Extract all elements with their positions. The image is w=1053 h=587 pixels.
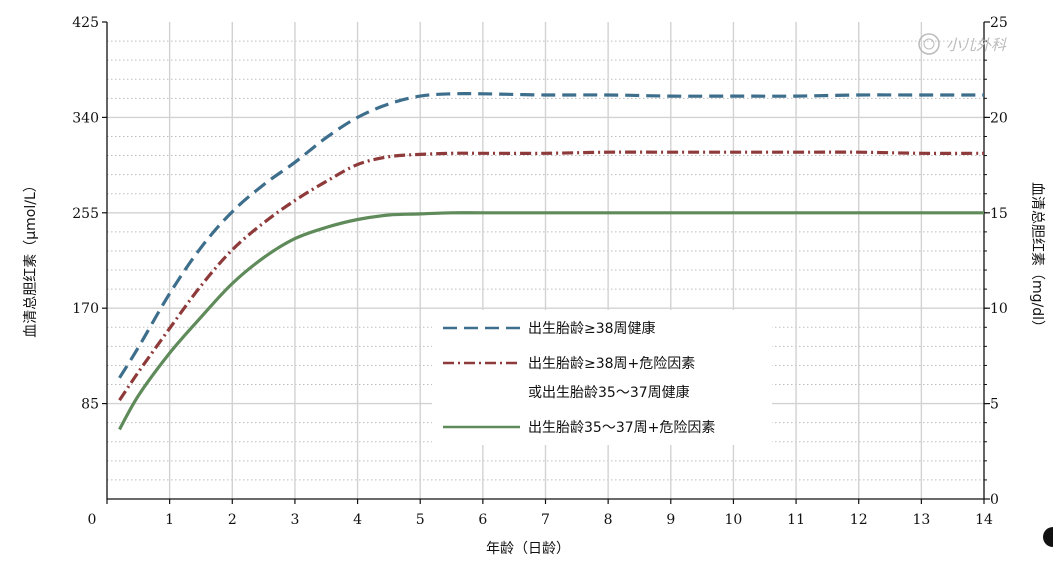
x-tick-label: 5 xyxy=(416,512,425,528)
series-line-2 xyxy=(118,150,985,402)
legend-label-series-1: 出生胎龄≥38周健康 xyxy=(528,320,656,337)
left-tick-label: 255 xyxy=(72,206,99,222)
watermark-logo-inner-icon xyxy=(923,38,935,50)
x-tick-label: 1 xyxy=(165,512,174,528)
left-tick-label: 85 xyxy=(81,397,99,413)
right-tick-label: 10 xyxy=(990,301,1008,317)
x-tick-label: 11 xyxy=(787,512,805,528)
right-tick-label: 0 xyxy=(990,492,999,508)
x-tick-label: 9 xyxy=(666,512,675,528)
x-tick-label: 8 xyxy=(604,512,613,528)
legend: 出生胎龄≥38周健康 出生胎龄≥38周+危险因素 或出生胎龄35～37周健康 出… xyxy=(432,310,772,445)
right-tick-label: 5 xyxy=(990,397,999,413)
x-tick-label: 10 xyxy=(725,512,743,528)
series-layer xyxy=(118,92,985,431)
left-tick-label: 340 xyxy=(72,110,99,126)
x-tick-label: 0 xyxy=(88,512,97,528)
right-tick-label: 15 xyxy=(990,206,1008,222)
y2-axis-title: 血清总胆红素（mg/dl） xyxy=(1029,182,1045,334)
x-tick-label: 2 xyxy=(228,512,237,528)
left-tick-label: 425 xyxy=(72,15,99,31)
x-tick-labels: 0 1 2 3 4 5 6 7 8 9 10 11 12 13 14 xyxy=(88,512,993,528)
legend-background xyxy=(432,310,772,445)
right-tick-label: 25 xyxy=(990,15,1008,31)
x-tick-label: 14 xyxy=(975,512,993,528)
left-tick-label: 170 xyxy=(72,301,99,317)
x-tick-label: 6 xyxy=(478,512,487,528)
right-tick-label: 20 xyxy=(990,110,1008,126)
watermark-logo-icon xyxy=(918,33,940,55)
edge-badge-icon xyxy=(1043,527,1053,547)
x-tick-label: 13 xyxy=(912,512,930,528)
watermark: 小儿外科 xyxy=(918,33,1007,55)
right-tick-labels: 0 5 10 15 20 25 xyxy=(990,15,1008,508)
x-tick-label: 7 xyxy=(541,512,550,528)
series-line-1 xyxy=(118,92,984,379)
left-tick-labels: 85 170 255 340 425 xyxy=(72,15,99,413)
legend-label-series-2-line2: 或出生胎龄35～37周健康 xyxy=(528,384,690,401)
x-tick-label: 12 xyxy=(850,512,868,528)
series-line-3 xyxy=(118,211,984,431)
legend-label-series-3: 出生胎龄35～37周+危险因素 xyxy=(528,420,715,436)
axes xyxy=(102,21,990,504)
watermark-text: 小儿外科 xyxy=(946,36,1007,54)
x-tick-label: 4 xyxy=(353,512,362,528)
x-tick-label: 3 xyxy=(290,512,299,528)
legend-label-series-2: 出生胎龄≥38周+危险因素 xyxy=(528,356,695,372)
x-axis-title: 年龄（日龄） xyxy=(486,541,570,557)
y-axis-title: 血清总胆红素（μmol/L） xyxy=(23,178,39,338)
